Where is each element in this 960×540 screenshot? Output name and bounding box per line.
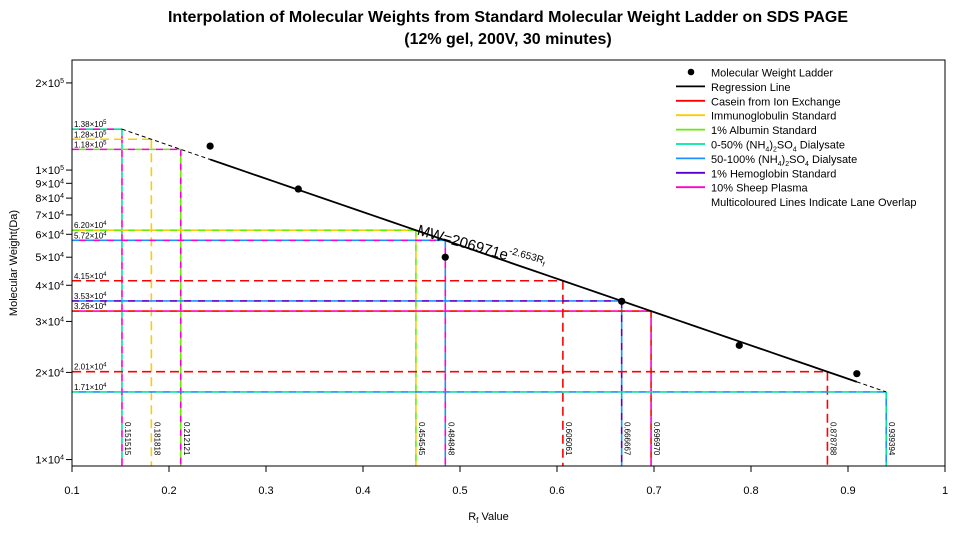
legend-entry: Casein from Ion Exchange (676, 96, 841, 108)
legend-entry: Regression Line (676, 82, 791, 94)
y-tick-label: 2×105 (35, 78, 64, 90)
interpolated-mw-label: 1.18×105 (74, 140, 107, 149)
ladder-point (735, 341, 743, 349)
legend-label: Molecular Weight Ladder (711, 68, 833, 80)
x-tick-label: 0.8 (743, 485, 758, 497)
legend-label: 10% Sheep Plasma (711, 183, 808, 195)
legend-entry: Molecular Weight Ladder (687, 68, 833, 80)
interpolated-rf-label: 0.606061 (564, 422, 573, 456)
x-axis-label: Rf Value (468, 511, 509, 525)
interpolated-rf-label: 0.666667 (623, 422, 632, 456)
y-tick-label: 8×104 (35, 193, 64, 205)
x-tick-label: 0.2 (161, 485, 176, 497)
interpolated-mw-label: 1.71×104 (74, 383, 107, 392)
legend-entry: 1% Hemoglobin Standard (676, 168, 836, 180)
interpolated-rf-label: 0.939394 (887, 422, 896, 456)
interpolated-rf-label: 0.454545 (417, 422, 426, 456)
interpolated-mw-label: 3.53×104 (74, 292, 107, 301)
interpolated-rf-label: 0.151515 (123, 422, 132, 456)
y-axis-label: Molecular Weight(Da) (8, 210, 20, 316)
interpolation-6: 3.53×104 0.666667 (72, 292, 632, 466)
ladder-point (441, 253, 449, 261)
interpolated-mw-label: 3.26×104 (74, 302, 107, 311)
y-tick-label: 3×104 (35, 316, 64, 328)
legend-label: 1% Albumin Standard (711, 125, 817, 137)
y-tick-label: 1×105 (35, 165, 64, 177)
legend-entry: Multicoloured Lines Indicate Lane Overla… (711, 197, 916, 209)
regression-line (209, 158, 858, 383)
legend-entry: 10% Sheep Plasma (676, 183, 808, 195)
interpolation-1: 1.28×105 0.181818 (72, 130, 161, 466)
x-tick-label: 0.9 (840, 485, 855, 497)
regression-equation: MW=206971e-2.653Rf (415, 220, 547, 274)
interpolated-mw-label: 4.15×104 (74, 272, 107, 281)
y-tick-label: 7×104 (35, 210, 64, 222)
x-tick-label: 0.5 (452, 485, 467, 497)
ladder-point (294, 185, 302, 193)
x-tick-label: 0.4 (355, 485, 370, 497)
x-tick-label: 0.6 (549, 485, 564, 497)
legend-label: 1% Hemoglobin Standard (711, 168, 836, 180)
interpolation-4: 5.72×104 0.484848 (72, 231, 455, 466)
y-tick-label: 6×104 (35, 229, 64, 241)
y-tick-label: 4×104 (35, 280, 64, 292)
legend-label: Immunoglobulin Standard (711, 111, 836, 123)
x-tick-label: 0.3 (258, 485, 273, 497)
y-tick-label: 2×104 (35, 367, 64, 379)
legend-label: Regression Line (711, 82, 791, 94)
y-tick-label: 5×104 (35, 252, 64, 264)
legend-marker (687, 68, 695, 76)
x-tick-label: 0.1 (64, 485, 79, 497)
interpolated-rf-label: 0.212121 (182, 422, 191, 456)
ladder-point (618, 297, 626, 305)
interpolated-rf-label: 0.878788 (828, 422, 837, 456)
interpolated-mw-label: 1.28×105 (74, 130, 107, 139)
legend-label: Casein from Ion Exchange (711, 96, 841, 108)
legend-label: 0-50% (NH4)2SO4 Dialysate (711, 140, 845, 154)
interpolated-mw-label: 6.20×104 (74, 221, 107, 230)
interpolation-0: 1.38×105 0.151515 (72, 120, 132, 466)
legend: Molecular Weight Ladder Regression Line Ca… (676, 68, 916, 209)
chart-title: Interpolation of Molecular Weights from … (168, 9, 848, 26)
ladder-point (853, 370, 861, 378)
interpolated-rf-label: 0.181818 (152, 422, 161, 456)
x-tick-label: 1 (942, 485, 948, 497)
interpolation-3: 6.20×104 0.454545 (72, 221, 426, 466)
legend-label: Multicoloured Lines Indicate Lane Overla… (711, 197, 916, 209)
interpolated-mw-label: 1.38×105 (74, 120, 107, 129)
plot-frame (71, 59, 946, 467)
interpolation-9: 1.71×104 0.939394 (72, 383, 896, 466)
interpolation-8: 2.01×104 0.878788 (72, 363, 837, 466)
legend-label: 50-100% (NH4)2SO4 Dialysate (711, 154, 857, 168)
y-tick-label: 1×104 (35, 455, 64, 467)
legend-entry: 50-100% (NH4)2SO4 Dialysate (676, 154, 857, 168)
chart-subtitle: (12% gel, 200V, 30 minutes) (404, 31, 612, 48)
interpolation-7: 3.26×104 0.696970 (72, 302, 661, 466)
interpolated-mw-label: 2.01×104 (74, 363, 107, 372)
y-tick-label: 9×104 (35, 178, 64, 190)
ladder-point (206, 142, 214, 150)
interpolation-2: 1.18×105 0.212121 (72, 140, 191, 466)
legend-entry: Immunoglobulin Standard (676, 111, 836, 123)
legend-entry: 1% Albumin Standard (676, 125, 817, 137)
interpolated-rf-label: 0.696970 (652, 422, 661, 456)
interpolated-mw-label: 5.72×104 (74, 231, 107, 240)
legend-entry: 0-50% (NH4)2SO4 Dialysate (676, 140, 845, 154)
x-tick-label: 0.7 (646, 485, 661, 497)
interpolated-rf-label: 0.484848 (446, 422, 455, 456)
axes: 0.1 0.2 0.3 0.4 0.5 0.6 0.7 0.8 0.9 1 1×104 2×104 3×… (8, 59, 948, 525)
